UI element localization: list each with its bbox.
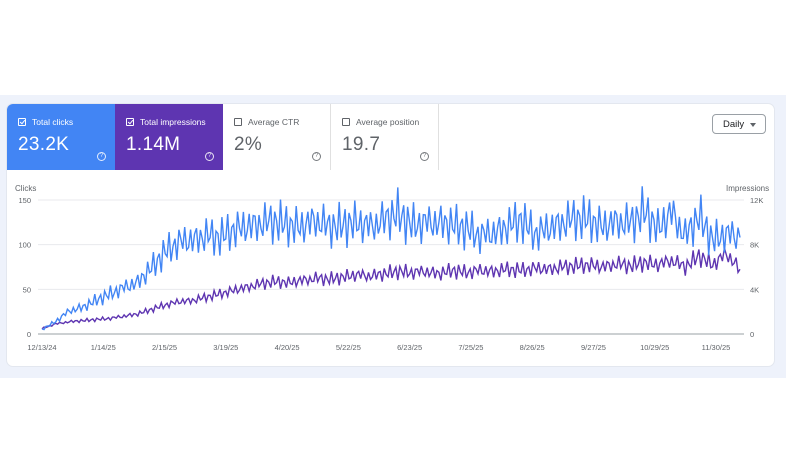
left-axis-tick-label: 100 xyxy=(18,241,31,250)
help-icon[interactable]: ? xyxy=(312,152,321,161)
x-axis-tick-label: 11/30/25 xyxy=(702,343,731,352)
metric-value: 1.14M xyxy=(126,134,181,155)
help-icon[interactable]: ? xyxy=(420,152,429,161)
metric-average-position[interactable]: Average position 19.7 ? xyxy=(331,104,439,170)
granularity-selected-value: Daily xyxy=(723,118,745,130)
metric-label: Total clicks xyxy=(32,117,74,127)
metric-total-clicks[interactable]: Total clicks 23.2K ? xyxy=(7,104,115,170)
dropdown-arrow-icon xyxy=(750,123,756,127)
left-axis-tick-label: 50 xyxy=(23,285,31,294)
x-axis-tick-label: 1/14/25 xyxy=(91,343,116,352)
help-icon[interactable]: ? xyxy=(205,152,214,161)
x-axis-tick-label: 9/27/25 xyxy=(581,343,606,352)
right-axis-tick-label: 4K xyxy=(750,285,759,294)
metric-value: 2% xyxy=(234,134,263,155)
right-axis-tick-label: 12K xyxy=(750,196,763,205)
clicks-series-line xyxy=(41,186,741,331)
right-axis-title: Impressions xyxy=(726,184,770,193)
checkbox-unchecked-icon[interactable] xyxy=(342,118,350,126)
x-axis-tick-label: 10/29/25 xyxy=(640,343,669,352)
right-axis-tick-label: 0 xyxy=(750,330,754,339)
right-axis-tick-label: 8K xyxy=(750,241,759,250)
checkbox-checked-icon[interactable] xyxy=(126,118,134,126)
granularity-select[interactable]: Daily xyxy=(712,114,766,134)
x-axis-tick-label: 12/13/24 xyxy=(27,343,56,352)
checkbox-checked-icon[interactable] xyxy=(18,118,26,126)
checkbox-unchecked-icon[interactable] xyxy=(234,118,242,126)
help-icon[interactable]: ? xyxy=(97,152,106,161)
x-axis-tick-label: 7/25/25 xyxy=(458,343,483,352)
metric-value: 23.2K xyxy=(18,134,70,155)
impressions-series-line xyxy=(41,247,741,330)
x-axis-tick-label: 3/19/25 xyxy=(213,343,238,352)
metric-total-impressions[interactable]: Total impressions 1.14M ? xyxy=(115,104,223,170)
x-axis-tick-label: 2/15/25 xyxy=(152,343,177,352)
x-axis-tick-label: 5/22/25 xyxy=(336,343,361,352)
metric-label: Total impressions xyxy=(140,117,206,127)
x-axis-tick-label: 4/20/25 xyxy=(275,343,300,352)
left-axis-title: Clicks xyxy=(15,184,37,193)
left-axis-tick-label: 0 xyxy=(27,330,31,339)
metric-label: Average CTR xyxy=(248,117,300,127)
x-axis-tick-label: 6/23/25 xyxy=(397,343,422,352)
metric-average-ctr[interactable]: Average CTR 2% ? xyxy=(223,104,331,170)
metric-value: 19.7 xyxy=(342,134,381,155)
left-axis-tick-label: 150 xyxy=(18,196,31,205)
metric-label: Average position xyxy=(356,117,420,127)
x-axis-tick-label: 8/26/25 xyxy=(520,343,545,352)
